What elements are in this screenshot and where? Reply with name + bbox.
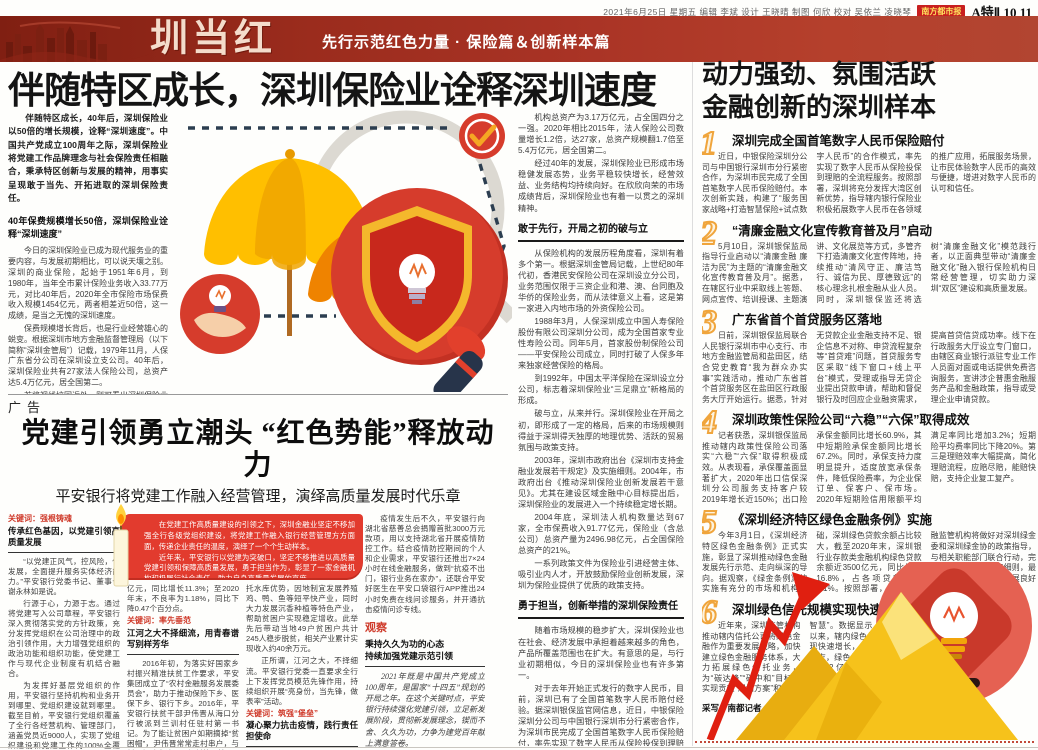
ad-keyword-2: 关键词：率先垂范 — [127, 616, 191, 626]
rule — [365, 665, 485, 667]
ad-subhead-1: 传承红色基因，以党建引领高质量发展 — [8, 526, 120, 553]
news-item-3: 3 广东省首个首贷服务区落地 日前，深圳银保监局联合人民银行深圳市中心支行、市地… — [702, 305, 1036, 405]
ad-column-1: 关键词：强根铸魂 传承红色基因，以党建引领高质量发展 “以党建正风气，控风险，促… — [8, 514, 120, 750]
observe-title: 持续加强党建示范引领 — [365, 651, 453, 662]
item-title: 广东省首个首贷服务区落地 — [732, 313, 883, 328]
item-title: 深圳绿色信托规模实现快速增长 — [732, 602, 908, 617]
article-paragraph: 1988年3月，人保深圳成立中国人寿保险股份有限公司深圳分公司，成为全国首家专业… — [518, 316, 684, 371]
party-banner-text: 近年来，平安银行以党建为突破口，坚定不移推进以高质量党建引领和保障高质量发展，勇… — [144, 552, 355, 579]
item-title: 深圳完成全国首笔数字人民币保险赔付 — [732, 134, 945, 148]
ad-keyword-3: 关键词：筑强“堡垒” — [246, 708, 318, 718]
article-paragraph: 从保险机构的发展历程角度看，深圳有着多个第一。根据深圳金管局记载，上世纪80年代… — [518, 248, 684, 313]
main-headline: 伴随特区成长，深圳保险业诠释深圳速度 — [8, 70, 657, 111]
right-section: 动力强劲、氛围活跃 金融创新的深圳样本 1 深圳完成全国首笔数字人民币保险赔付 … — [702, 58, 1036, 748]
observe-label: 观察 — [365, 621, 387, 634]
article-paragraph: 2004年底，深圳法人机构数量达到67家，全市保费收入91.77亿元，保险业（含… — [518, 513, 684, 556]
dateline: 2021年6月25日 星期五 编辑 李斌 设计 王晓晴 制图 何欣 校对 吴依兰… — [603, 6, 912, 17]
article-paragraph: 一系列政策文件为保险业引进经营主体、吸引业内人才，开放鼓励保险业创新发展，深圳为… — [518, 559, 684, 591]
ad-keyword-1: 关键词：强根铸魂 — [8, 514, 72, 524]
article-paragraph: 机构总资产为3.17万亿元，占全国四分之一强。2020年相比2015年，法人保险… — [518, 113, 684, 156]
right-headline-line2: 金融创新的深圳样本 — [702, 91, 937, 122]
ad-paragraph: 亿元，同比增长11.3%；至2020年末，不良率为1.18%，同比下降0.47个… — [127, 584, 239, 614]
item-number: 1 — [702, 126, 718, 162]
article-column-3: 机构总资产为3.17万亿元，占全国四分之一强。2020年相比2015年，法人保险… — [518, 112, 684, 746]
news-item-4: 4 深圳政策性保险公司“六稳”“六保”取得成效 记者获悉，深圳银保监局推动辖内政… — [702, 405, 1036, 505]
shield-badge-icon — [331, 188, 508, 365]
newspaper-badge: 南方都市报 — [917, 5, 966, 18]
ad-label: 广告 — [8, 400, 47, 415]
observe-body: 2021年既是中国共产党成立100周年，是国家“十四五”规划的开局之年。在这个关… — [365, 671, 485, 748]
article-paragraph: 2003年，深圳市政府出台《深圳市支持金融业发展若干规定》及实施细则。2004年… — [518, 455, 684, 509]
ad-paragraph: 疫情发生后不久，平安银行向湖北省慈善总会捐赠首批3000万元款项，用以支持湖北省… — [365, 514, 485, 614]
item-title: 《深圳经济特区绿色金融条例》实施 — [732, 513, 933, 528]
news-item-1: 1 深圳完成全国首笔数字人民币保险赔付 近日，中银保险深圳分公司与中国银行深圳市… — [702, 126, 1036, 216]
ad-column-4: 疫情发生后不久，平安银行向湖北省慈善总会捐赠首批3000万元款项，用以支持湖北省… — [365, 514, 485, 750]
item-number: 3 — [702, 305, 718, 341]
ad-body: 关键词：强根铸魂 传承红色基因，以党建引领高质量发展 “以党建正风气，控风险，促… — [8, 504, 508, 750]
item-body: 日前，深圳银保监局联合人民银行深圳市中心支行、市地方金融监管局和盐田区，结合党史… — [702, 331, 1036, 404]
ad-subhead-3: 凝心聚力抗击疫情，践行责任担使命 — [246, 720, 358, 747]
article-paragraph: 随着市场规模的稳步扩大，深圳保险业也在社会、经济发展中承担着越来越多的角色，产品… — [518, 626, 684, 680]
ad-paragraph: 2016年初，为落实好国家乡村振兴精准扶贫工作要求，平安集团成立了“农村金融服务… — [127, 658, 239, 750]
ad-column-3: 托水库优势，因地制宜发展养殖鸡、鸭、鱼等短平快产业，同时大力发展沉香种植等特色产… — [246, 514, 358, 750]
news-item-2: 2 “清廉金融文化宣传教育普及月”启动 5月10日，深圳银保监局指导行业启动以“… — [702, 215, 1036, 306]
bottom-dotted-rule — [695, 741, 1034, 743]
ad-paragraph: 为发挥好基层党组织的作用，平安银行坚持机构和业务开到哪里、党组织建设就到哪里。截… — [8, 680, 120, 750]
item-title: “清廉金融文化宣传教育普及月”启动 — [732, 223, 933, 238]
article-subhead-1: 40年保费规模增长50倍，深圳保险业诠释“深圳速度” — [8, 216, 168, 239]
right-byline: 采写：南都记者 卢亮 — [702, 702, 781, 713]
ad-subtitle: 平安银行将党建工作融入经营管理，演绎高质量发展时代乐章 — [55, 489, 461, 506]
ad-paragraph: 正所谓，江河之大，不择细流。平安银行党委一直要求全行上下发挥党员模范先锋作用，持… — [246, 656, 358, 706]
item-number: 6 — [702, 594, 718, 630]
growth-illustration — [706, 562, 1032, 740]
item-number: 4 — [702, 405, 718, 441]
article-paragraph: 经过40年的发展，深圳保险业已形成市场稳健发展态势，业务平稳较快增长，经营效益、… — [518, 159, 684, 213]
item-number: 5 — [702, 505, 718, 541]
article-column-1: 伴随特区成长，40年后，深圳保险业以50倍的增长规模，诠释“深圳速度”。中国共产… — [8, 112, 168, 394]
article-lead: 伴随特区成长，40年后，深圳保险业以50倍的增长规模，诠释“深圳速度”。中国共产… — [8, 113, 168, 203]
item-body: 记者获悉，深圳银保监局推动辖内政策性保险公司落实“六稳”“六保”取得积极成效。从… — [702, 431, 1036, 504]
checkmark-icon — [459, 113, 505, 159]
skyline-icon — [0, 21, 150, 62]
article-paragraph: 到1992年，中国太平洋保险在深圳设立分公司，标志着深圳保险业“三足鼎立”新格局… — [518, 374, 684, 406]
hand-bulb-icon — [180, 274, 260, 354]
article-subhead-2: 敢于先行，开局之初的破与立 — [518, 223, 684, 242]
ad-column-2: 亿元，同比增长11.3%；至2020年末，不良率为1.18%，同比下降0.47个… — [127, 514, 239, 750]
umbrella-icon — [204, 149, 374, 336]
article-subhead-3: 勇于担当，创新举措的深圳保险责任 — [518, 600, 684, 620]
item-title: 深圳政策性保险公司“六稳”“六保”取得成效 — [732, 413, 970, 428]
masthead-banner: 圳当红 先行示范红色力量 · 保险篇＆创新样本篇 — [0, 16, 1038, 62]
article-paragraph: 今日的深圳保险业已成为现代服务业的重要内容，与发展初期相比，可以说天壤之别。深圳… — [8, 246, 168, 321]
masthead-tagline: 先行示范红色力量 · 保险篇＆创新样本篇 — [322, 34, 611, 51]
right-headline-line1: 动力强劲、氛围活跃 — [702, 59, 937, 89]
insurance-illustration — [174, 106, 518, 403]
magnifier-handle-icon — [433, 326, 486, 403]
ad-paragraph: “以党建正风气，控风险，促发展，全面提升服务实体经济能力。”平安银行党委书记、董… — [8, 556, 120, 596]
article-paragraph: 破与立，从来并行。深圳保险业在开局之初，即形成了一定的格局，后来的市场规模则得益… — [518, 409, 684, 452]
item-body: 近日，中银保险深圳分公司与中国银行深圳市分行紧密合作，为深圳市民完成了全国首笔数… — [702, 152, 1036, 214]
party-banner-text: 在党建工作高质量建设的引领之下，深圳金融业坚定不移加强全行各级党组织建设，将党建… — [144, 520, 355, 551]
ad-paragraph: 行源于心，力源于志。通过将党建写入公司章程，平安银行深入贯彻落实党的方针政策，充… — [8, 598, 120, 678]
bottom-rule — [0, 747, 1038, 748]
ad-headline: 党建引领勇立潮头 “红色势能”释放动力 — [21, 418, 495, 482]
item-body: 5月10日，深圳银保监局指导行业启动以“清廉金融 廉洁为民”为主题的“清廉金融文… — [702, 241, 1036, 304]
ad-paragraph: 托水库优势，因地制宜发展养殖鸡、鸭、鱼等短平快产业，同时大力发展沉香种植等特色产… — [246, 584, 358, 654]
ad-subhead-2: 江河之大不择细流，用青春谱写别样芳华 — [127, 628, 239, 655]
mountain-icon — [736, 592, 1018, 740]
candle-icon — [113, 504, 129, 587]
item-number: 2 — [702, 215, 718, 251]
article-paragraph: 保费规模增长背后，也是行业经营雄心的蜕变。根据深圳市地方金融监督管理局（以下简称… — [8, 323, 168, 387]
right-headline: 动力强劲、氛围活跃 金融创新的深圳样本 — [702, 58, 1036, 123]
party-banner: 在党建工作高质量建设的引领之下，深圳金融业坚定不移加强全行各级党组织建设，将党建… — [120, 514, 363, 579]
column-divider — [692, 62, 693, 746]
observe-title: 秉持久久为功的心态 — [365, 639, 445, 650]
ad-section: 广告 党建引领勇立潮头 “红色势能”释放动力 平安银行将党建工作融入经营管理，演… — [8, 394, 508, 750]
article-paragraph: 若将视线拉回近处，则可看出深圳保险业市场结构向好。2015年底，深圳有法人保险机… — [8, 391, 168, 394]
lightbulb-icon — [399, 254, 435, 304]
arrow-up-icon — [706, 572, 830, 740]
brand-wordmark: 圳当红 — [150, 18, 277, 60]
article-paragraph: 对于去年开始正式发行的数字人民币，目前，深圳已有了全国首笔数字人民币赔付经验。据… — [518, 683, 684, 746]
